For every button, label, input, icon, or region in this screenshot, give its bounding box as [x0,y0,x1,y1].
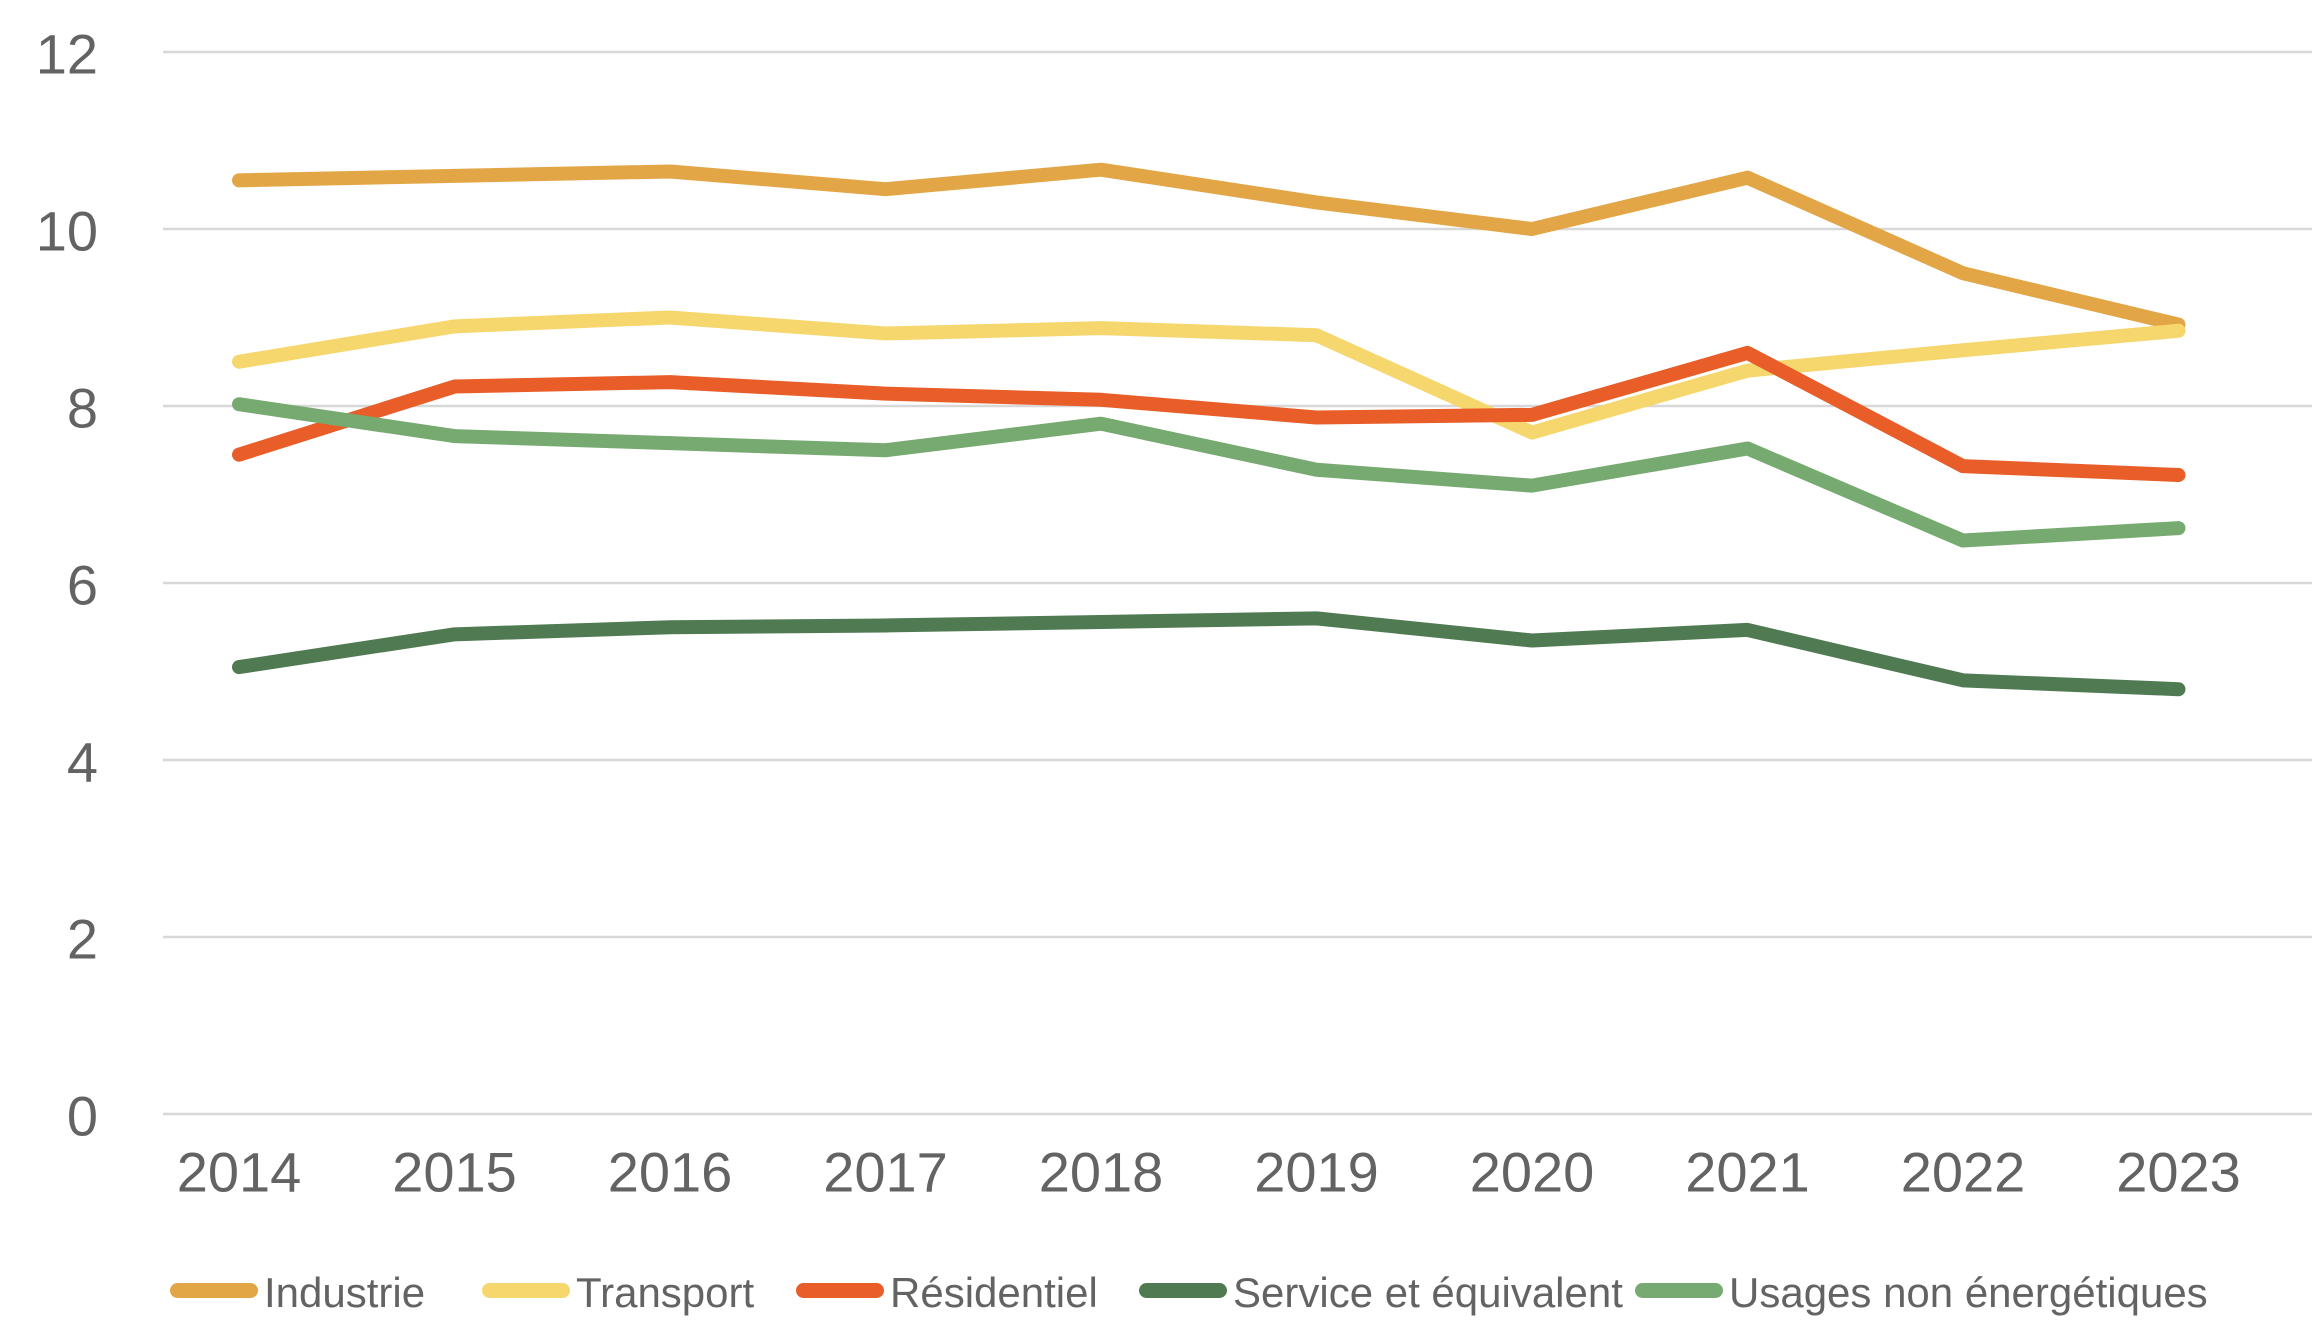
y-axis-tick-label: 10 [36,200,98,263]
legend-swatch [1635,1283,1723,1298]
legend-swatch [796,1283,884,1298]
series-line-transport [232,310,2186,440]
series-line-industrie [232,162,2186,332]
legend-swatch [1139,1283,1227,1298]
series-line-service-et-quivalent [232,611,2186,697]
x-axis-tick-label: 2018 [1039,1141,1164,1204]
series-line-usages-non-nerg-tiques [232,397,2186,548]
y-axis-tick-label: 4 [67,731,98,794]
x-axis-tick-label: 2019 [1254,1141,1379,1204]
legend-swatch [170,1283,258,1298]
legend-label: Industrie [264,1269,425,1316]
x-axis-tick-label: 2016 [608,1141,733,1204]
legend-swatch [482,1283,570,1298]
series-line-r-sidentiel [232,345,2186,483]
x-axis-tick-label: 2015 [392,1141,517,1204]
y-axis-tick-label: 0 [67,1085,98,1148]
y-axis-tick-label: 2 [67,908,98,971]
y-axis-tick-label: 12 [36,23,98,86]
x-axis-tick-label: 2021 [1685,1141,1810,1204]
x-axis-tick-label: 2023 [2116,1141,2241,1204]
x-axis-tick-label: 2022 [1901,1141,2026,1204]
y-axis-tick-label: 8 [67,377,98,440]
legend-label: Résidentiel [890,1269,1098,1316]
legend-label: Service et équivalent [1233,1269,1623,1316]
y-axis-tick-label: 6 [67,554,98,617]
legend-label: Transport [576,1269,755,1316]
x-axis-tick-label: 2017 [823,1141,948,1204]
x-axis-tick-label: 2020 [1470,1141,1595,1204]
x-axis-tick-label: 2014 [177,1141,302,1204]
legend-label: Usages non énergétiques [1729,1269,2208,1316]
